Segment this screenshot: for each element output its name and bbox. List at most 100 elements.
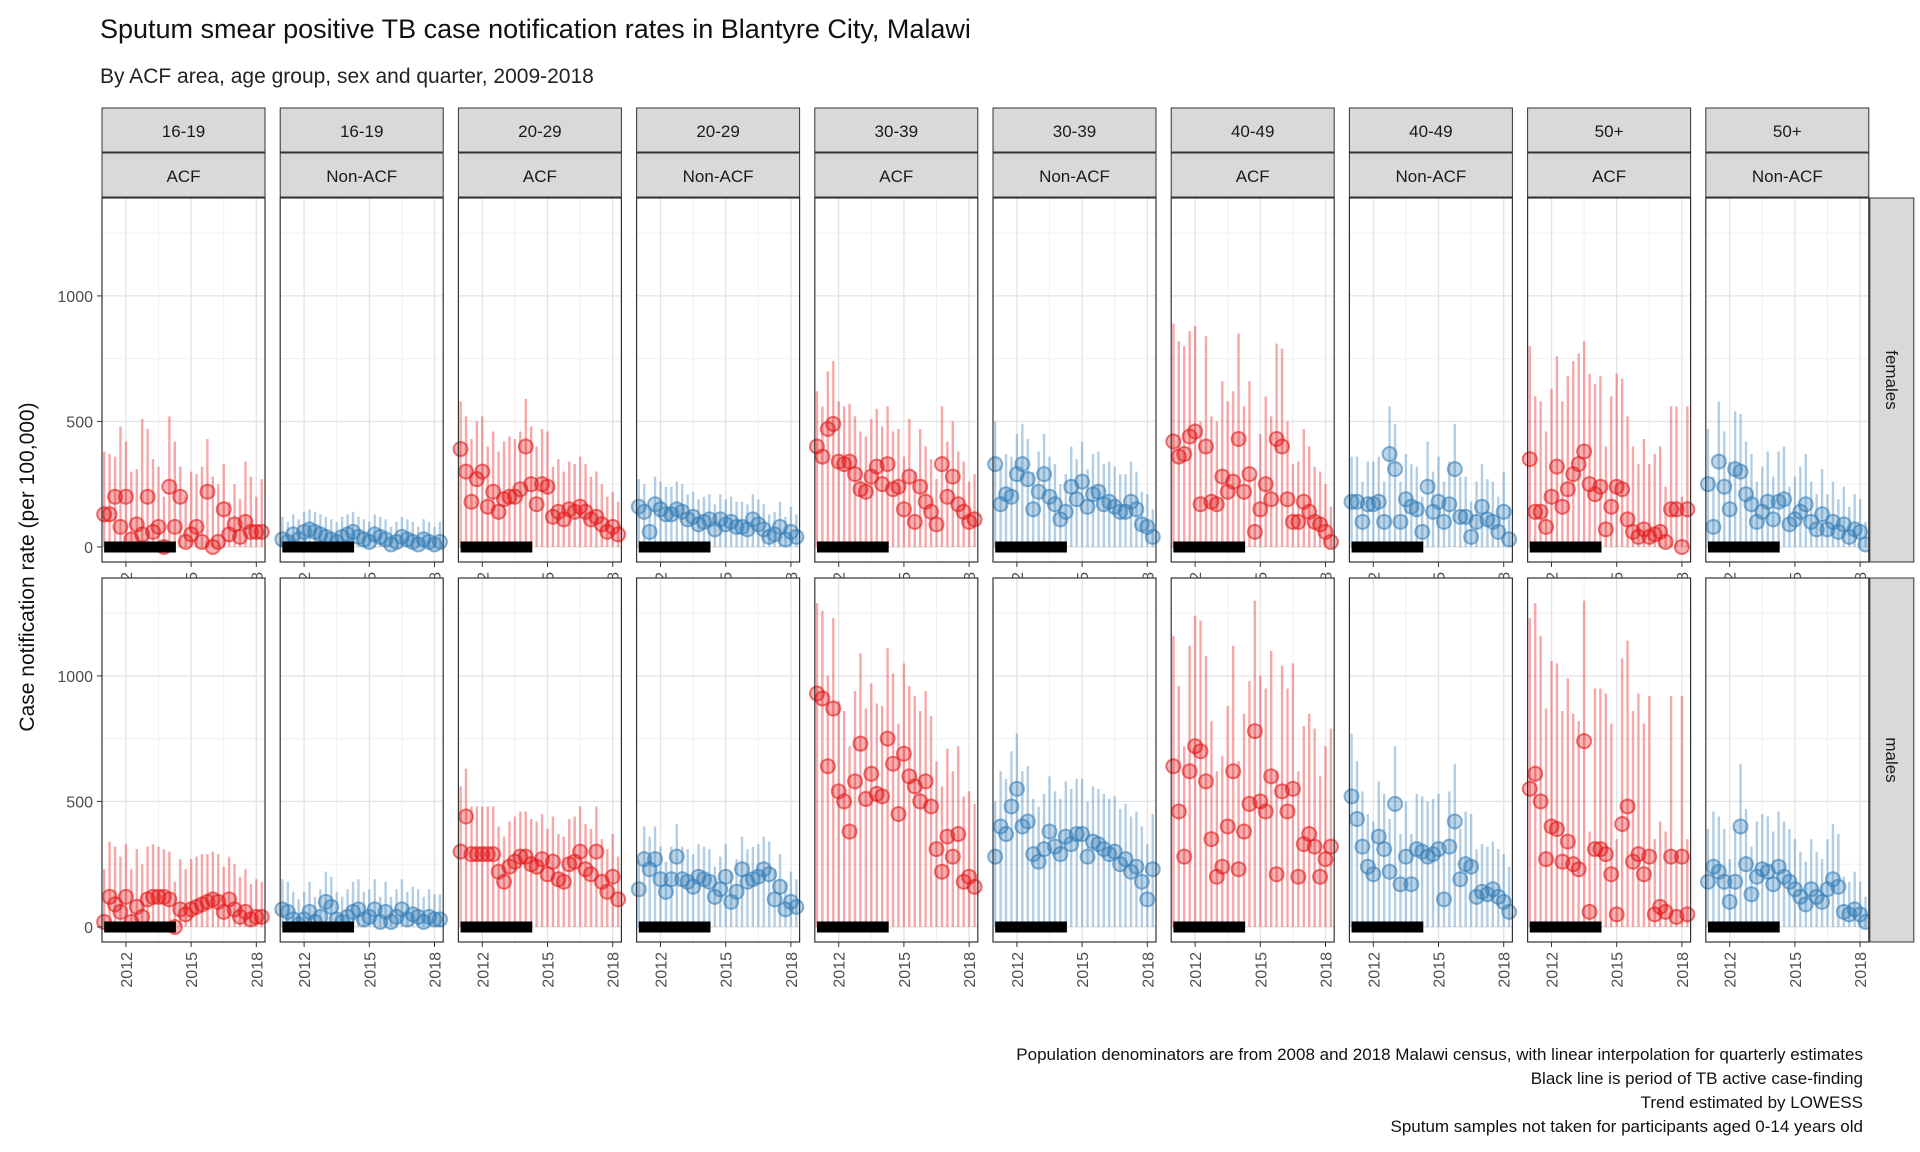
data-point <box>1521 780 1538 797</box>
strip-area-50plus-non-acf <box>1705 152 1870 198</box>
strip-sex-label-females: females <box>1882 350 1901 410</box>
data-point <box>1446 813 1463 830</box>
data-point <box>966 511 983 528</box>
panel-border-females-50plus-non-acf <box>1705 197 1870 563</box>
y-tick-label: 500 <box>66 794 93 811</box>
panel-border-females-50plus-acf <box>1526 197 1692 563</box>
data-point <box>885 755 902 772</box>
data-point <box>1133 873 1150 890</box>
chart-subtitle: By ACF area, age group, sex and quarter,… <box>100 65 594 88</box>
strip-age-16-19-acf <box>101 107 266 153</box>
data-point <box>1727 873 1744 890</box>
panel-bg-females-16-19-non-acf <box>280 198 444 562</box>
x-tick-label: 2015 <box>1253 952 1270 988</box>
data-point <box>1165 758 1182 775</box>
data-point <box>501 488 518 505</box>
data-point <box>1354 513 1371 530</box>
data-point <box>1306 838 1323 855</box>
data-point <box>1208 496 1225 513</box>
panel-bg-females-20-29-non-acf <box>636 198 800 562</box>
data-point <box>1284 513 1301 530</box>
data-point <box>1279 803 1296 820</box>
data-point <box>950 826 967 843</box>
data-point <box>1376 841 1393 858</box>
data-point <box>479 846 496 863</box>
panel-border-males-40-49-acf <box>1170 577 1335 943</box>
data-point <box>641 523 658 540</box>
data-point <box>890 805 907 822</box>
data-point <box>1814 506 1831 523</box>
data-point <box>458 463 475 480</box>
data-point <box>248 523 265 540</box>
data-point <box>588 843 605 860</box>
x-tick-label: 2015 <box>541 952 558 988</box>
data-point <box>253 523 270 540</box>
data-point <box>1490 523 1507 540</box>
data-point <box>663 871 680 888</box>
data-point <box>1581 903 1598 920</box>
strip-area-label-50plus-acf: ACF <box>1592 167 1626 186</box>
data-point <box>788 898 805 915</box>
data-point <box>841 823 858 840</box>
data-point <box>1548 821 1565 838</box>
data-point <box>1187 423 1204 440</box>
data-point <box>610 526 627 543</box>
strip-area-label-20-29-acf: ACF <box>523 167 557 186</box>
panel-bg-females-50plus-acf <box>1527 198 1691 562</box>
data-point <box>1495 503 1512 520</box>
data-point <box>1392 513 1409 530</box>
strip-area-30-39-non-acf <box>992 152 1157 198</box>
data-point <box>1532 793 1549 810</box>
data-point <box>523 476 540 493</box>
data-point <box>1268 866 1285 883</box>
data-point <box>847 773 864 790</box>
data-point <box>512 848 529 865</box>
data-point <box>117 888 134 905</box>
facet-grid: 16-19ACF20122015201805001000201220152018… <box>57 107 1915 988</box>
x-tick-label: 2012 <box>654 952 671 988</box>
panel-males-20-29-non-acf: 2012 2015 2018 <box>630 577 805 988</box>
data-point <box>1112 503 1129 520</box>
data-point <box>1603 866 1620 883</box>
data-point <box>1392 876 1409 893</box>
panel-bg-males-16-19-non-acf <box>280 578 444 942</box>
data-point <box>1176 848 1193 865</box>
data-point <box>1387 795 1404 812</box>
data-point <box>1225 473 1242 490</box>
data-point <box>1732 463 1749 480</box>
data-point <box>895 745 912 762</box>
data-point <box>1597 521 1614 538</box>
data-point <box>1576 733 1593 750</box>
panel-border-males-16-19-non-acf <box>279 577 444 943</box>
strip-area-20-29-acf <box>457 152 622 198</box>
data-point <box>145 888 162 905</box>
data-point <box>1181 763 1198 780</box>
data-point <box>1036 466 1053 483</box>
data-point <box>1041 823 1058 840</box>
data-point <box>1743 496 1760 513</box>
data-point <box>1079 848 1096 865</box>
data-point <box>1019 471 1036 488</box>
panel-bg-females-50plus-non-acf <box>1705 198 1869 562</box>
panel-border-females-40-49-acf <box>1170 197 1335 563</box>
data-point <box>1003 488 1020 505</box>
data-point <box>901 468 918 485</box>
x-tick-label: 2018 <box>962 952 979 988</box>
panel-males-50plus-non-acf: 2012 2015 2018 <box>1699 577 1874 988</box>
data-point <box>1699 476 1716 493</box>
data-point <box>987 456 1004 473</box>
data-point <box>728 883 745 900</box>
panel-border-males-50plus-non-acf <box>1705 577 1870 943</box>
data-point <box>933 863 950 880</box>
data-point <box>161 478 178 495</box>
data-point <box>555 873 572 890</box>
data-point <box>1705 518 1722 535</box>
strip-age-30-39-acf <box>814 107 979 153</box>
data-point <box>814 690 831 707</box>
panel-males-30-39-non-acf: 2012 2015 2018 <box>987 577 1161 988</box>
panel-border-females-30-39-acf <box>814 197 979 563</box>
x-tick-label: 2018 <box>606 952 623 988</box>
data-point <box>1176 446 1193 463</box>
